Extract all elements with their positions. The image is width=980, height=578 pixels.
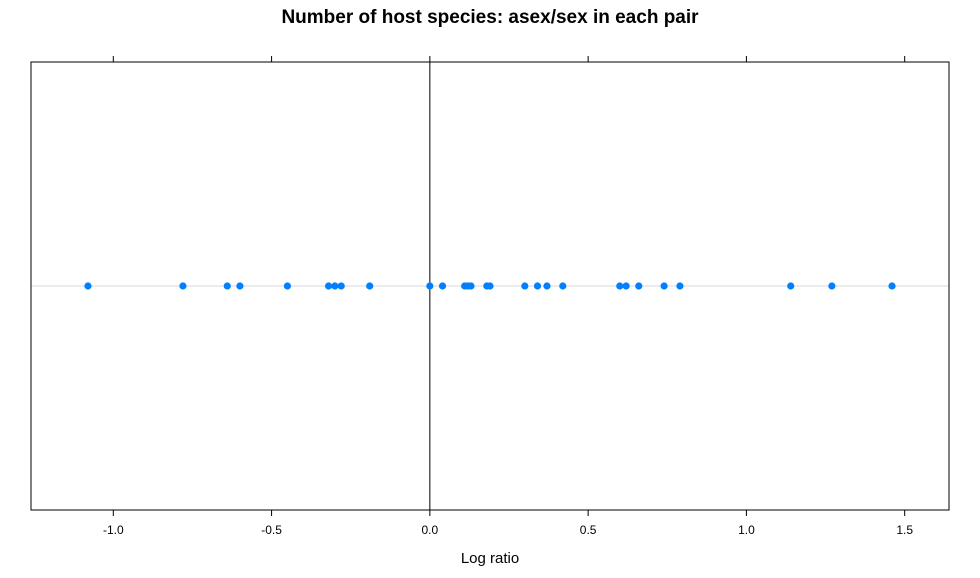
data-point-20 bbox=[616, 282, 624, 290]
data-point-27 bbox=[888, 282, 896, 290]
data-point-6 bbox=[331, 282, 339, 290]
data-point-25 bbox=[787, 282, 795, 290]
x-tick-label-3: 0.5 bbox=[580, 523, 597, 537]
data-point-7 bbox=[337, 282, 345, 290]
x-tick-label-4: 1.0 bbox=[738, 523, 755, 537]
data-point-0 bbox=[84, 282, 92, 290]
data-point-9 bbox=[426, 282, 434, 290]
x-tick-label-0: -1.0 bbox=[103, 523, 124, 537]
data-points bbox=[84, 282, 896, 290]
data-point-4 bbox=[283, 282, 292, 290]
data-point-15 bbox=[486, 282, 494, 290]
data-point-19 bbox=[559, 282, 567, 290]
data-point-26 bbox=[828, 282, 836, 290]
x-axis-label: Log ratio bbox=[461, 550, 519, 567]
x-tick-label-2: 0.0 bbox=[422, 523, 439, 537]
data-point-5 bbox=[324, 282, 333, 290]
data-point-18 bbox=[543, 282, 551, 290]
data-point-13 bbox=[467, 282, 475, 290]
data-point-3 bbox=[236, 282, 244, 290]
data-point-17 bbox=[533, 282, 542, 290]
data-point-24 bbox=[676, 282, 684, 290]
data-point-21 bbox=[622, 282, 630, 290]
data-point-22 bbox=[635, 282, 643, 290]
data-point-23 bbox=[660, 282, 668, 290]
data-point-1 bbox=[179, 282, 187, 290]
data-point-8 bbox=[366, 282, 374, 290]
x-tick-label-5: 1.5 bbox=[896, 523, 913, 537]
data-point-16 bbox=[521, 282, 529, 290]
plot-frame bbox=[30, 61, 950, 511]
x-tick-label-1: -0.5 bbox=[261, 523, 282, 537]
chart-title: Number of host species: asex/sex in each… bbox=[281, 7, 699, 28]
data-point-2 bbox=[223, 282, 231, 290]
data-point-10 bbox=[438, 282, 447, 290]
axes: -1.0 -0.5 0.0 0.5 1.0 1.5 bbox=[103, 56, 913, 537]
